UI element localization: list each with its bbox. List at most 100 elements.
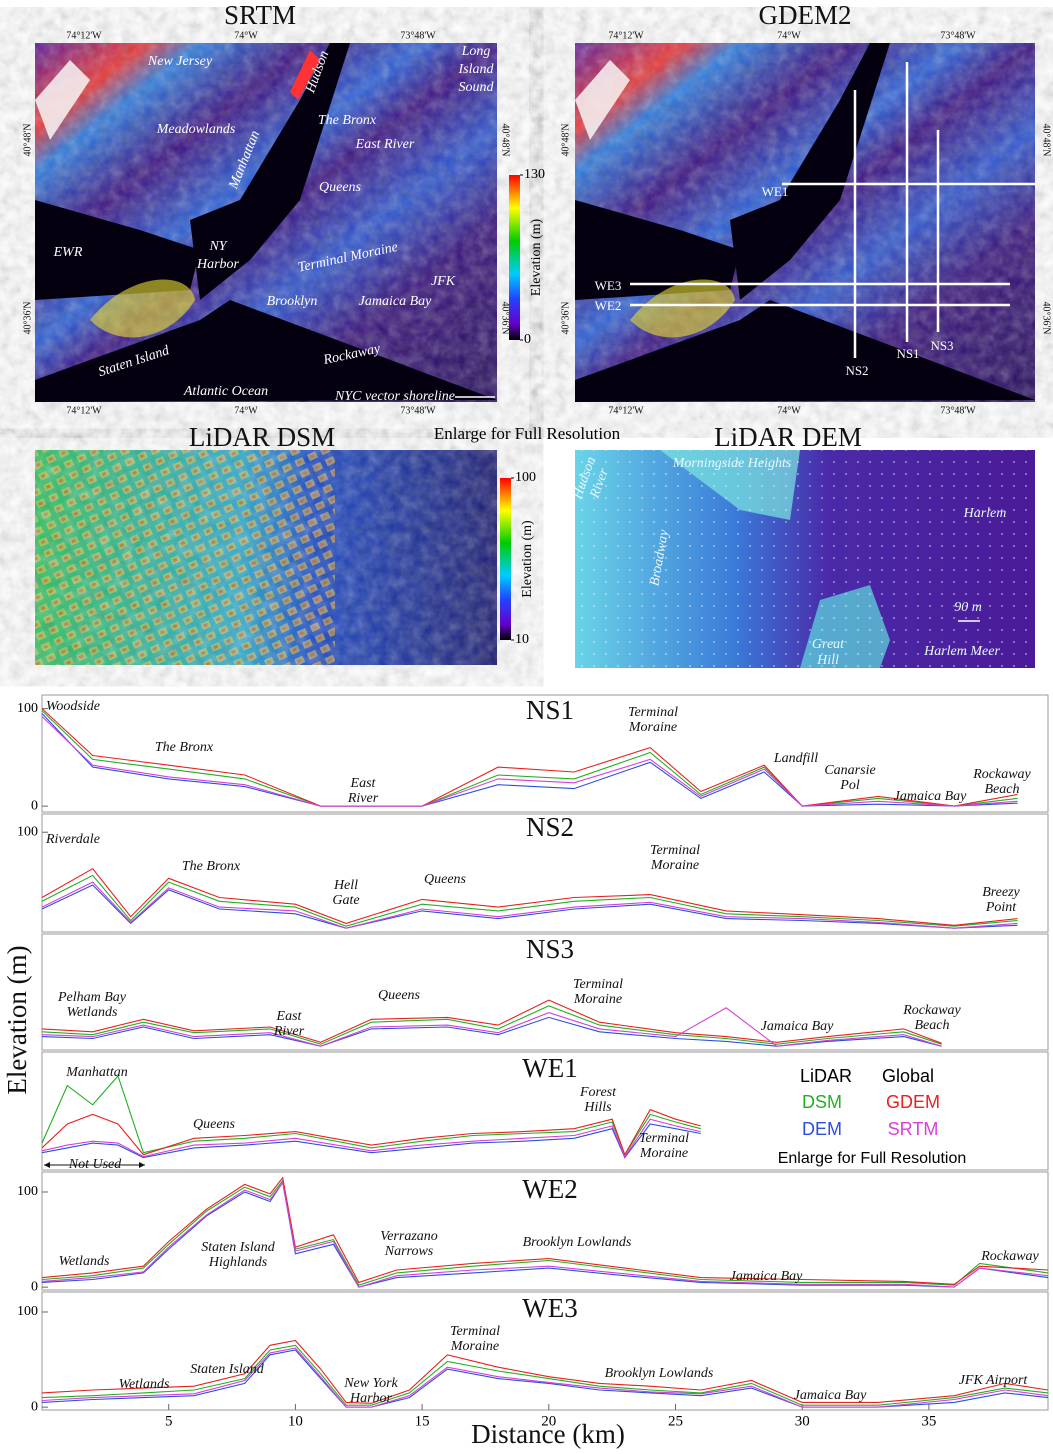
annotation: The Bronx: [155, 740, 214, 755]
annotation: The Bronx: [182, 859, 241, 874]
panel-title: WE3: [522, 1293, 577, 1323]
legend-entry: DSM: [802, 1092, 842, 1112]
lon-label: 73°48'W: [400, 30, 436, 41]
legend-group: Global: [882, 1066, 934, 1086]
profile-line: [41, 881, 1018, 929]
lon-label: 74°W: [234, 405, 258, 416]
legend-entry: DEM: [802, 1119, 842, 1139]
place-label: Harlem Meer: [923, 644, 1000, 659]
annotation: Moraine: [639, 1146, 688, 1161]
legend-entry: GDEM: [886, 1092, 940, 1112]
lat-label: 40°36'N: [22, 301, 33, 334]
water: [575, 43, 1035, 402]
place-label: Queens: [319, 180, 362, 195]
profile-line: [41, 716, 1018, 807]
highland: [35, 60, 90, 140]
profile-line: [41, 999, 942, 1044]
annotation: Queens: [193, 1117, 236, 1132]
x-tick-label: 25: [668, 1413, 683, 1429]
y-tick-label: 0: [31, 1279, 38, 1294]
lon-label: 74°W: [234, 30, 258, 41]
map-title: GDEM2: [759, 0, 852, 30]
note: Enlarge for Full Resolution: [434, 424, 621, 443]
place-label: The Bronx: [318, 113, 377, 128]
lidar-dem-map: [575, 450, 1035, 668]
annotation: Brooklyn Lowlands: [523, 1235, 632, 1250]
x-tick-label: 5: [165, 1413, 173, 1429]
highland: [575, 60, 630, 140]
annotation: River: [347, 791, 379, 806]
lat-label: 40°48'N: [1041, 123, 1052, 156]
annotation: Wetlands: [59, 1254, 110, 1269]
annotation: Beach: [985, 782, 1020, 797]
transect-label: WE1: [762, 184, 789, 199]
panel-title: NS1: [526, 695, 574, 725]
annotation: Staten Island: [190, 1362, 264, 1377]
lon-label: 74°W: [777, 405, 801, 416]
profile-line: [41, 867, 1018, 926]
arrow-head: [44, 1162, 50, 1168]
lon-label: 74°12'W: [66, 30, 102, 41]
y-tick-label: 100: [17, 1184, 38, 1199]
panel-frame: [41, 1291, 1049, 1411]
place-label: Sound: [459, 80, 495, 95]
panel-title: WE2: [522, 1174, 577, 1204]
annotation: Moraine: [628, 720, 677, 735]
transect-label: WE3: [595, 278, 622, 293]
annotation: River: [273, 1024, 305, 1039]
profile-line: [41, 884, 1018, 929]
annotation: JFK Airport: [959, 1373, 1029, 1388]
lon-label: 73°48'W: [940, 30, 976, 41]
y-axis-label: Elevation (m): [2, 945, 32, 1094]
annotation: Point: [985, 900, 1017, 915]
annotation: Hills: [583, 1100, 612, 1115]
annotation: New York: [343, 1376, 398, 1391]
y-tick-label: 100: [17, 1304, 38, 1319]
place-label: JFK: [431, 274, 456, 289]
lidar-dsm-map: [35, 450, 497, 665]
annotation: Rockaway: [902, 1003, 961, 1018]
annotation: Staten Island: [201, 1240, 275, 1255]
lon-label: 74°12'W: [66, 405, 102, 416]
x-tick-label: 20: [541, 1413, 556, 1429]
y-tick-label: 100: [17, 701, 38, 716]
transect-lines: [630, 62, 1035, 358]
place-label: NYC vector shoreline: [334, 389, 455, 404]
arrow-head: [139, 1162, 145, 1168]
highland: [90, 279, 195, 338]
annotation: Hell: [333, 878, 358, 893]
place-label: Great: [812, 637, 845, 652]
annotation: Riverdale: [45, 832, 100, 847]
profile-line: [41, 708, 1018, 807]
profile-line: [41, 710, 1018, 807]
place-label: Island: [458, 62, 495, 77]
legend-group: LiDAR: [800, 1066, 852, 1086]
x-tick-label: 30: [795, 1413, 810, 1429]
lat-label: 40°36'N: [560, 301, 571, 334]
transect-label: NS1: [896, 346, 919, 361]
annotation: Breezy: [982, 885, 1020, 900]
annotation: Terminal: [628, 705, 678, 720]
colorbar: [509, 175, 520, 340]
profile-line: [41, 1123, 701, 1159]
profile-line: [41, 1007, 942, 1047]
map-texture: [35, 450, 497, 665]
annotation: Pol: [839, 778, 860, 793]
highland: [290, 50, 320, 100]
y-tick-label: 100: [17, 824, 38, 839]
map-title: LiDAR DEM: [714, 422, 862, 452]
lat-label: 40°48'N: [22, 123, 33, 156]
panel-title: WE1: [522, 1053, 577, 1083]
lat-label: 40°48'N: [500, 123, 511, 156]
map-title: LiDAR DSM: [189, 422, 335, 452]
y-tick-label: 0: [31, 1399, 38, 1414]
annotation: Brooklyn Lowlands: [605, 1366, 714, 1381]
lat-label: 40°48'N: [560, 123, 571, 156]
profile-line: [41, 1179, 1049, 1286]
annotation: Pelham Bay: [57, 990, 127, 1005]
profile-line: [41, 1108, 701, 1157]
lon-label: 74°W: [777, 30, 801, 41]
colorbar-label: Elevation (m): [529, 218, 544, 296]
place-label: NY: [208, 239, 228, 254]
annotation: Jamaica Bay: [761, 1019, 834, 1034]
